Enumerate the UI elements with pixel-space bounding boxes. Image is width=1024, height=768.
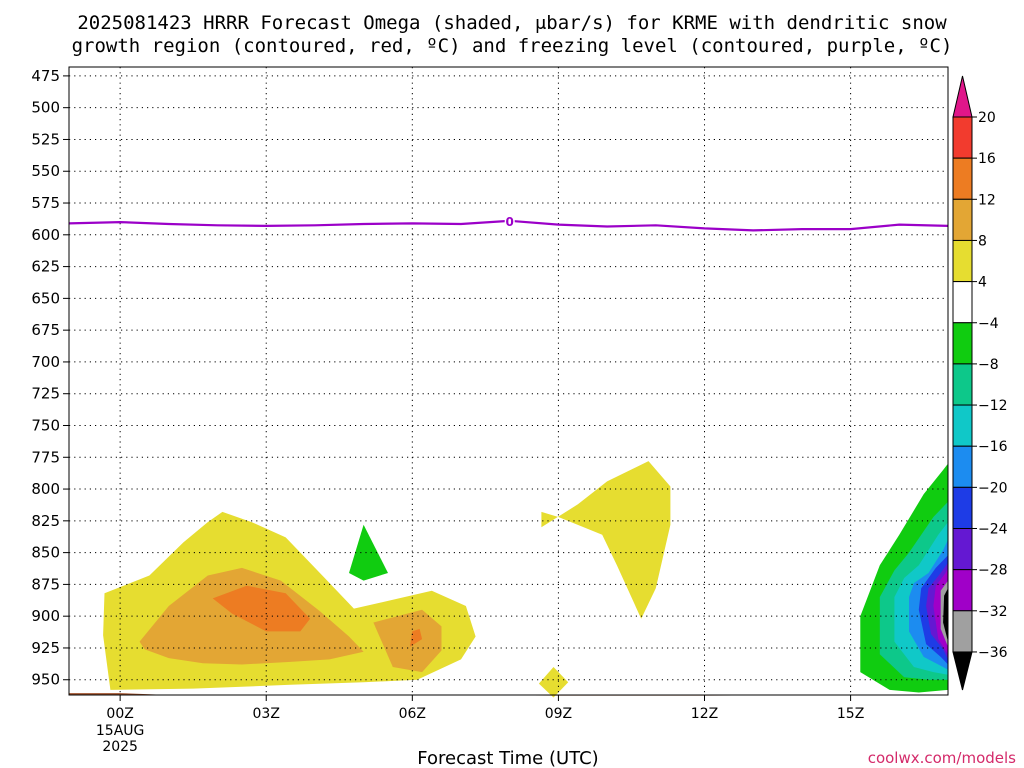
colorbar-tick-label-9: −20 [978, 480, 1008, 496]
colorbar-tick-label-11: −28 [978, 563, 1008, 579]
colorbar-tick-label-3: 8 [978, 233, 987, 249]
colorbar-band--24_-20 [952, 486, 973, 530]
x-tick-label-15Z: 15Z [837, 706, 864, 722]
plot-frame [68, 66, 949, 696]
x-tick-label-00Z: 00Z [106, 706, 133, 722]
y-tick-label-600: 600 [31, 226, 60, 244]
colorbar-tick-label-10: −24 [978, 522, 1008, 538]
y-tick-label-650: 650 [31, 289, 60, 307]
y-tick-label-575: 575 [31, 194, 60, 212]
x-axis-label: Forecast Time (UTC) [417, 748, 598, 768]
y-tick-label-925: 925 [31, 639, 60, 657]
colorbar-tick-label-8: −16 [978, 439, 1008, 455]
y-tick-label-550: 550 [31, 162, 60, 180]
colorbar-band-4_8 [952, 239, 973, 283]
colorbar-tick-label-13: −36 [978, 645, 1008, 661]
omega-region-12_16-4 [409, 628, 423, 647]
omega-region--8_-4-7 [349, 524, 388, 581]
colorbar-band--36_-32 [952, 610, 973, 653]
colorbar-tick-label-1: 16 [978, 151, 996, 167]
y-tick-label-750: 750 [31, 416, 60, 434]
x-tick-label-03Z: 03Z [253, 706, 280, 722]
x-tick-sublabel-2025: 2025 [102, 739, 138, 755]
colorbar-cap-bottom [952, 651, 973, 691]
y-tick-label-525: 525 [31, 130, 60, 148]
y-tick-label-825: 825 [31, 512, 60, 530]
y-tick-label-775: 775 [31, 448, 60, 466]
y-tick-label-475: 475 [31, 67, 60, 85]
y-tick-label-950: 950 [31, 671, 60, 689]
x-tick-sublabel-15AUG: 15AUG [96, 723, 145, 739]
credit-text: coolwx.com/models [868, 749, 1016, 767]
x-tick-label-12Z: 12Z [691, 706, 718, 722]
colorbar-band--28_-24 [952, 528, 973, 571]
colorbar-band--16_-12 [952, 404, 973, 447]
y-axis: 475 500 525 550 575 600 625 650 675 700 725 750 775 8… [31, 67, 69, 689]
y-tick-label-500: 500 [31, 99, 60, 117]
colorbar-tick-label-0: 20 [978, 110, 996, 126]
colorbar-band--32_-28 [952, 569, 973, 612]
chart-title-line-1: 2025081423 HRRR Forecast Omega (shaded, … [77, 12, 947, 34]
y-tick-label-800: 800 [31, 480, 60, 498]
plot-area: 0 [68, 66, 949, 698]
colorbar-cap-top [952, 75, 973, 118]
y-tick-label-725: 725 [31, 385, 60, 403]
colorbar: 20 16 12 8 4 −4 −8 −12 −16 −20 −24 −28 −32 −36 [952, 75, 1008, 691]
colorbar-tick-label-5: −4 [978, 316, 999, 332]
colorbar-tick-label-4: 4 [978, 275, 987, 291]
y-tick-label-625: 625 [31, 258, 60, 276]
colorbar-tick-label-12: −32 [978, 604, 1008, 620]
y-tick-label-900: 900 [31, 607, 60, 625]
x-tick-label-09Z: 09Z [545, 706, 572, 722]
y-tick-label-850: 850 [31, 544, 60, 562]
omega-region-4_8-5 [541, 461, 671, 619]
freezing-level-label-bg [504, 212, 515, 229]
colorbar-band-16_20 [952, 116, 973, 159]
y-tick-label-700: 700 [31, 353, 60, 371]
colorbar-band-8_12 [952, 198, 973, 241]
colorbar-band--4_4 [952, 281, 973, 324]
y-tick-label-875: 875 [31, 575, 60, 593]
omega-region-8_12-3 [373, 609, 442, 673]
colorbar-tick-label-7: −12 [978, 398, 1008, 414]
chart-title-line-2: growth region (contoured, red, ºC) and f… [72, 35, 953, 57]
y-tick-label-675: 675 [31, 321, 60, 339]
omega-region-below_-36-16 [943, 588, 948, 642]
colorbar-tick-label-6: −8 [978, 357, 999, 373]
colorbar-band--12_-8 [952, 363, 973, 406]
omega-region-4_8-6 [538, 667, 569, 698]
x-tick-label-06Z: 06Z [399, 706, 426, 722]
omega-region-12_16-2 [212, 585, 311, 632]
colorbar-tick-label-2: 12 [978, 192, 996, 208]
colorbar-band-12_16 [952, 157, 973, 200]
colorbar-band--20_-16 [952, 445, 973, 488]
colorbar-band--8_-4 [952, 322, 973, 365]
freezing-level-label: 0 [506, 215, 514, 229]
